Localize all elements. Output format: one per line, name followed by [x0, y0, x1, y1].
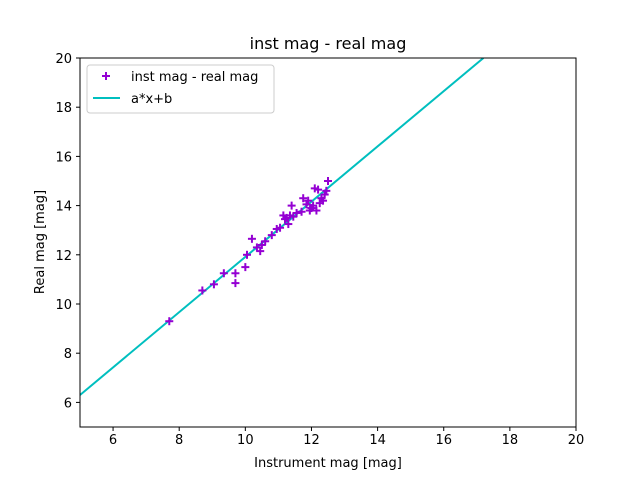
plot-area	[80, 58, 485, 396]
data-point	[241, 263, 250, 272]
data-point	[322, 186, 331, 195]
legend-marker-plus	[102, 72, 110, 80]
data-point	[284, 220, 293, 229]
data-point	[312, 206, 321, 215]
data-point	[231, 279, 240, 288]
fit-line	[80, 58, 485, 396]
legend-label-line: a*x+b	[131, 92, 172, 107]
chart-title: inst mag - real mag	[250, 34, 407, 53]
y-tick-label: 6	[64, 396, 72, 411]
x-axis-label: Instrument mag [mag]	[254, 456, 402, 471]
x-tick-label: 8	[175, 433, 183, 448]
x-tick-label: 18	[502, 433, 519, 448]
data-point	[319, 196, 328, 205]
data-point	[267, 231, 276, 240]
data-point	[247, 234, 256, 243]
y-tick-label: 8	[64, 347, 72, 362]
data-point	[231, 269, 240, 278]
x-tick-label: 10	[237, 433, 254, 448]
data-point	[256, 247, 265, 256]
axes-frame	[79, 57, 577, 428]
data-point	[304, 196, 313, 205]
data-point	[314, 185, 323, 194]
data-point	[324, 177, 332, 185]
y-tick-label: 16	[55, 150, 72, 165]
data-point	[198, 286, 207, 295]
y-tick-label: 12	[55, 249, 72, 264]
x-tick-label: 20	[568, 433, 585, 448]
data-point	[320, 190, 329, 199]
data-point	[261, 237, 270, 246]
data-point	[292, 208, 301, 217]
y-tick-label: 14	[55, 200, 72, 215]
data-point	[276, 223, 285, 232]
data-point	[165, 317, 174, 326]
y-tick-label: 20	[55, 52, 72, 67]
axis-ticks: 6 8 10 12 14 16 18 20 6 8 10 12 14 16 18 20	[55, 52, 584, 448]
legend-label-scatter: inst mag - real mag	[131, 70, 258, 85]
data-point	[242, 250, 251, 259]
y-tick-label: 18	[55, 101, 72, 116]
data-point	[299, 194, 308, 203]
x-tick-label: 12	[303, 433, 320, 448]
legend-frame	[86, 64, 275, 114]
legend: inst mag - real mag a*x+b	[86, 64, 275, 114]
y-tick-label: 10	[55, 298, 72, 313]
x-tick-label: 6	[109, 433, 117, 448]
data-point	[297, 207, 306, 216]
data-point	[219, 269, 228, 278]
data-point	[309, 201, 318, 210]
data-point	[209, 280, 218, 289]
data-point	[302, 200, 311, 209]
data-point	[287, 201, 296, 210]
data-point	[281, 215, 290, 224]
x-tick-label: 14	[369, 433, 386, 448]
x-tick-label: 16	[435, 433, 452, 448]
y-axis-label: Real mag [mag]	[33, 190, 48, 294]
